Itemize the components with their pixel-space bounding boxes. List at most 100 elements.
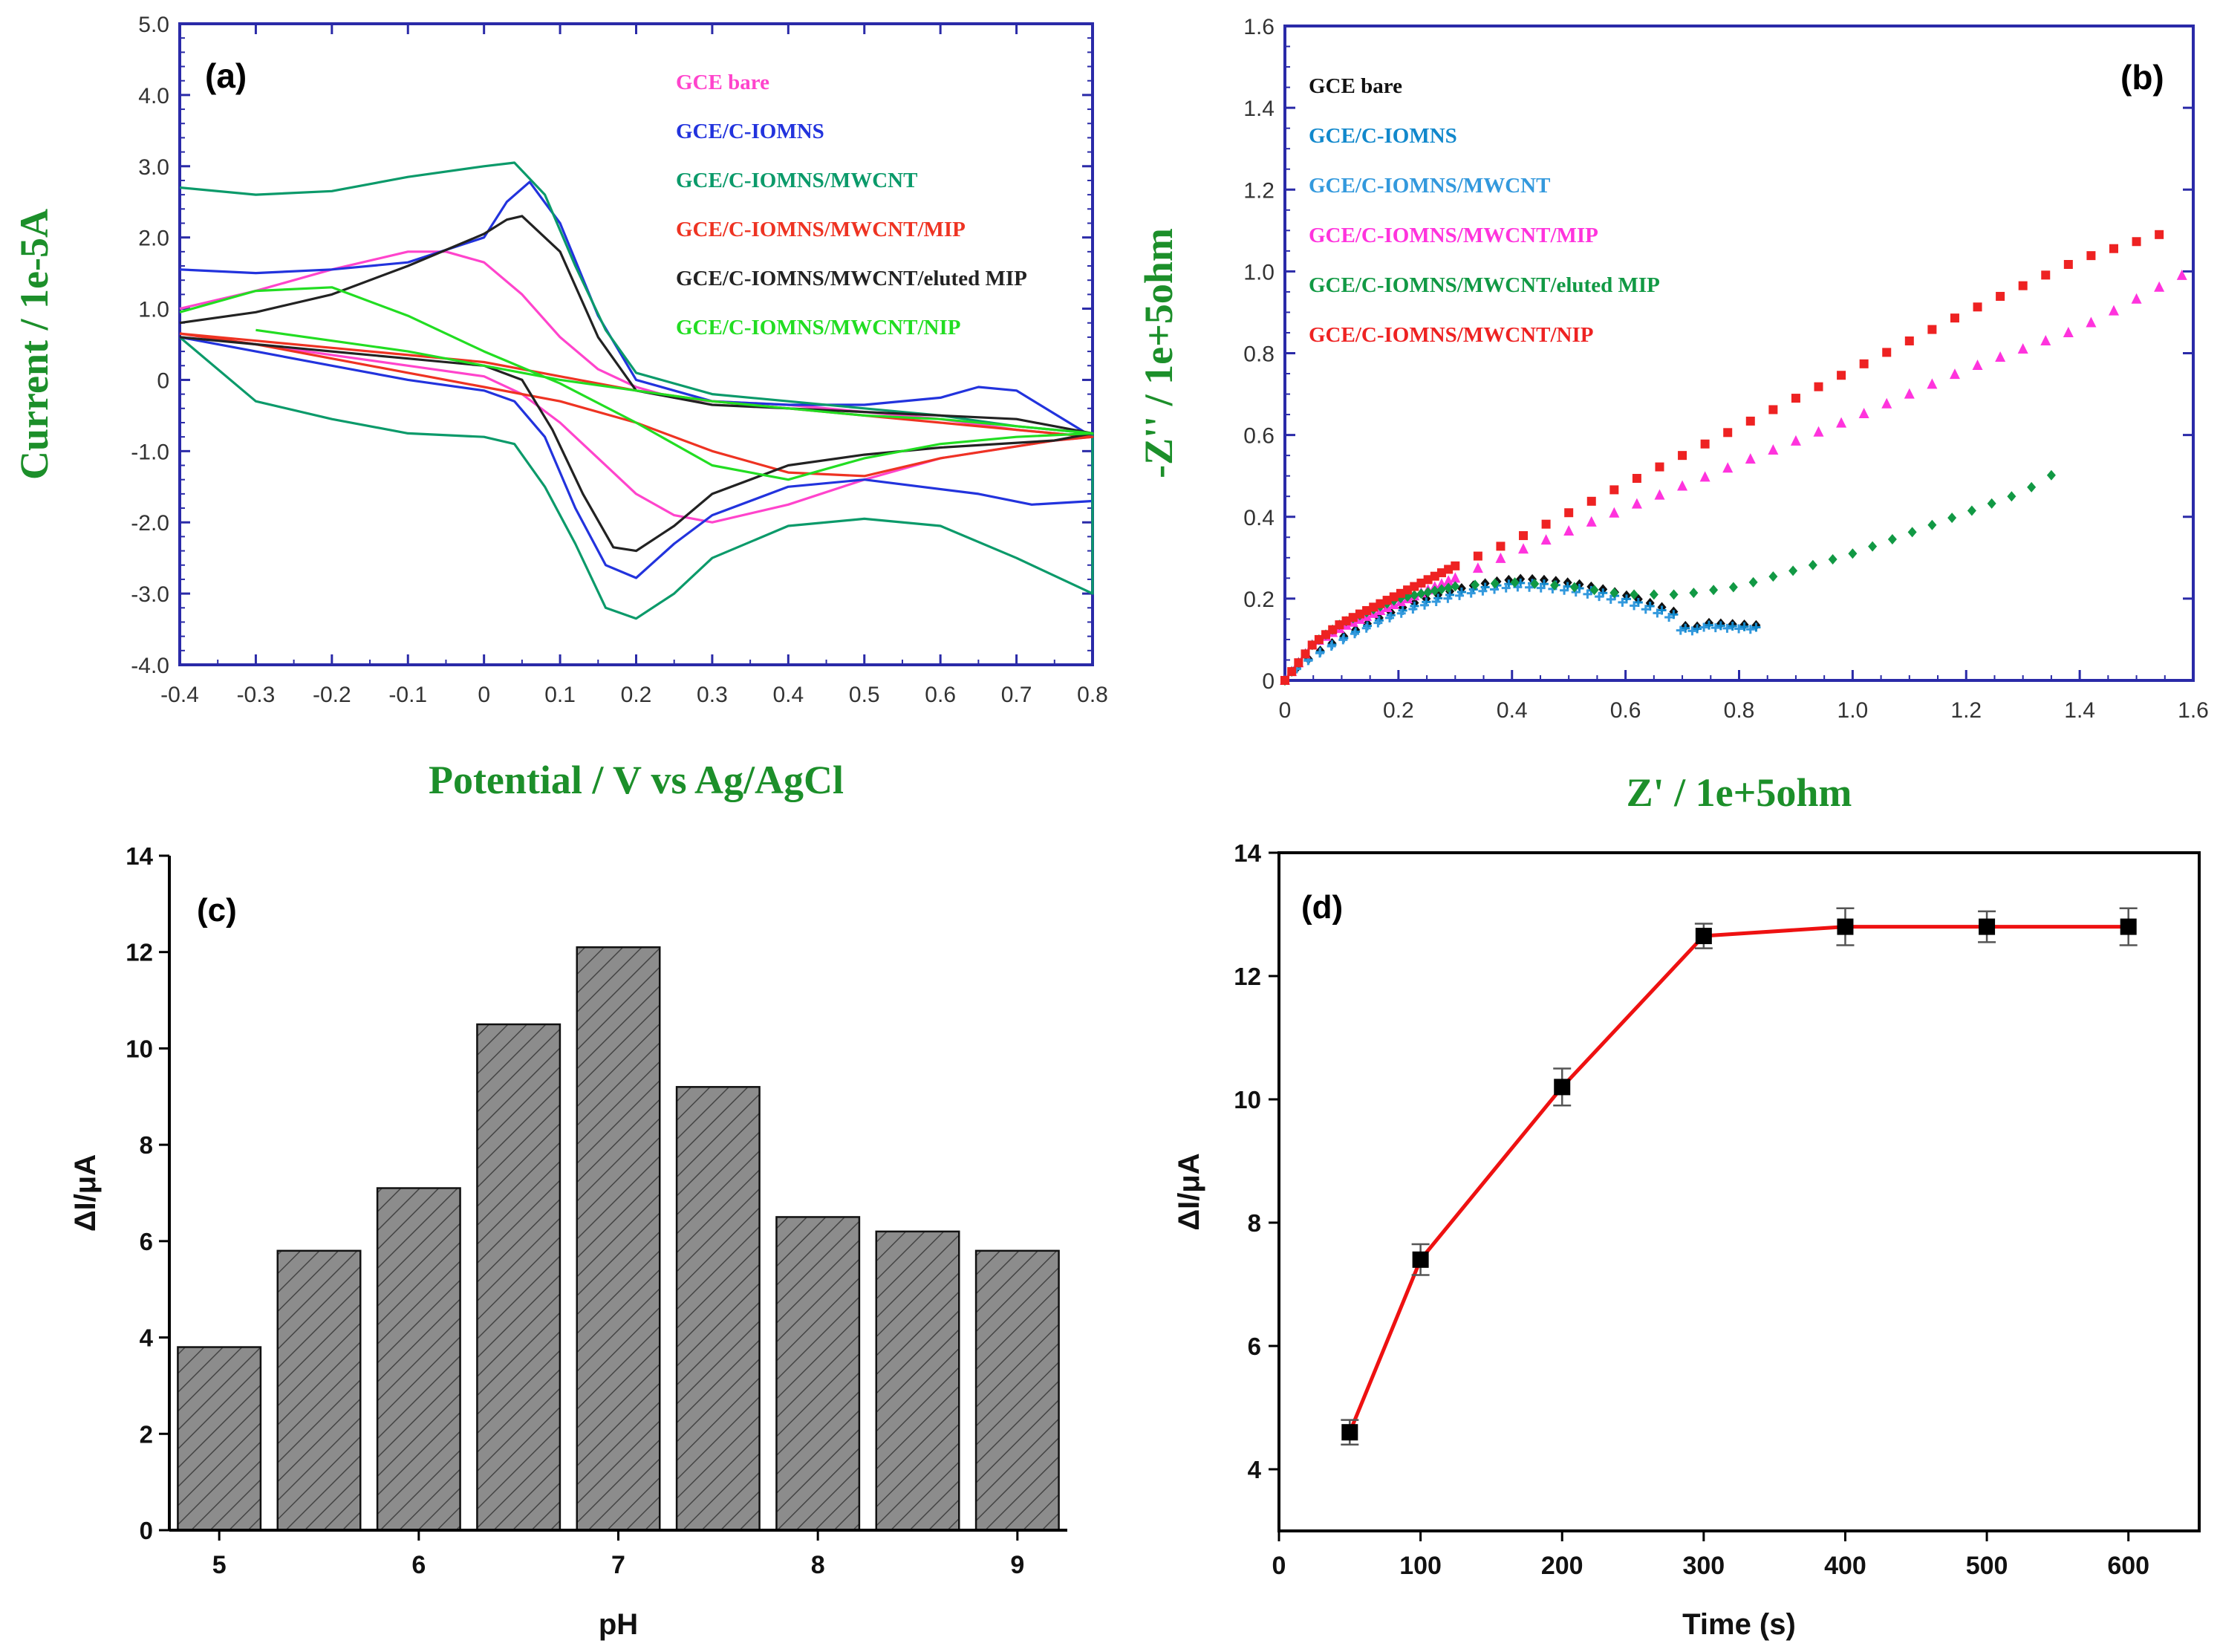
data-point	[1586, 516, 1597, 527]
data-point	[1321, 630, 1331, 640]
data-point	[1328, 625, 1338, 634]
data-point	[1560, 585, 1569, 595]
bar	[276, 1249, 362, 1532]
data-point	[1408, 605, 1418, 614]
data-point	[1768, 443, 1779, 455]
data-point	[1687, 626, 1697, 636]
data-point	[1657, 605, 1667, 615]
data-point	[1410, 590, 1419, 601]
cv-curve-3	[179, 332, 1094, 478]
data-point	[2155, 230, 2164, 239]
data-point	[1530, 579, 1540, 590]
legend-entry: GCE/C-IOMNS	[676, 120, 824, 143]
data-point	[1348, 613, 1358, 622]
data-point	[2086, 316, 2097, 328]
data-point	[1416, 588, 1426, 599]
data-point	[1403, 585, 1413, 595]
data-point	[1728, 582, 1738, 593]
data-point	[1430, 585, 1439, 596]
y-tick-label: 10	[1234, 1086, 1261, 1113]
data-point	[1525, 582, 1534, 592]
panel-label: (b)	[2120, 58, 2164, 97]
data-point	[1350, 629, 1360, 639]
data-point	[1704, 620, 1713, 630]
panel-c: 0 2 4 6 8 10 12 14 5 6 7 8 9 pH ΔI/μA (c)	[69, 842, 1067, 1641]
x-tick-label: 400	[1824, 1552, 1866, 1580]
plot-frame	[178, 22, 1094, 666]
data-point	[1669, 610, 1679, 620]
legend-entry: GCE/C-IOMNS/MWCNT/NIP	[1309, 323, 1593, 347]
data-point	[1606, 594, 1615, 604]
data-point	[1887, 534, 1897, 545]
data-point	[1595, 592, 1604, 602]
data-point	[1586, 496, 1596, 506]
x-tick-label: 5	[212, 1551, 227, 1579]
data-point	[1444, 565, 1454, 574]
panel-label: (d)	[1301, 889, 1343, 926]
legend-entry: GCE bare	[1309, 74, 1402, 98]
data-point	[1444, 582, 1454, 594]
bar	[376, 1187, 461, 1532]
data-point	[1700, 439, 1710, 449]
data-point	[1618, 597, 1627, 607]
data-point	[1814, 382, 1823, 391]
data-point	[1376, 599, 1385, 608]
y-axis-label: ΔI/μA	[69, 1154, 102, 1232]
data-point	[1496, 542, 1506, 551]
data-point	[1490, 578, 1500, 589]
legend-entry: GCE/C-IOMNS/MWCNT	[676, 169, 917, 192]
data-point	[1882, 348, 1892, 357]
x-tick-label: -0.3	[237, 683, 276, 707]
data-point	[1301, 649, 1310, 659]
legend-entry: GCE bare	[676, 71, 769, 94]
legend-entry: GCE/C-IOMNS/MWCNT/eluted MIP	[676, 267, 1027, 290]
data-point	[1450, 572, 1461, 583]
data-point	[1669, 589, 1679, 600]
data-point	[1728, 622, 1737, 631]
y-tick-label: 6	[140, 1228, 153, 1255]
data-point	[1745, 625, 1755, 634]
x-tick-label: 7	[611, 1551, 625, 1579]
data-point	[1973, 302, 1982, 312]
data-point	[1466, 588, 1476, 598]
x-tick-label: 0.8	[1077, 683, 1108, 707]
y-tick-label: -1.0	[131, 440, 169, 464]
data-point	[1722, 462, 1734, 473]
x-tick-label: 300	[1682, 1552, 1725, 1580]
data-point	[1632, 473, 1641, 483]
data-point	[1947, 513, 1957, 524]
data-point	[1382, 596, 1392, 605]
data-point	[1519, 531, 1529, 541]
data-point	[1451, 581, 1460, 592]
x-tick-label: 1.4	[2064, 698, 2095, 723]
data-point	[1314, 634, 1324, 644]
data-point	[1995, 351, 2006, 362]
y-axis-label: -Z'' / 1e+5ohm	[1136, 228, 1181, 478]
data-point	[1904, 336, 1914, 345]
data-point	[1655, 462, 1664, 472]
data-point	[1649, 589, 1659, 600]
x-tick-label: 100	[1399, 1552, 1442, 1580]
data-point	[1828, 554, 1837, 565]
data-point	[1927, 378, 1938, 389]
data-point	[1564, 508, 1574, 518]
data-point	[1751, 622, 1761, 632]
x-tick-label: 0.6	[925, 683, 956, 707]
x-tick-label: 0.4	[772, 683, 804, 707]
data-point	[1907, 527, 1917, 538]
panel-d: 4 6 8 10 12 14 0 100 200 300 400 500 600 Time (s) ΔI/μ…	[1173, 839, 2201, 1641]
y-axis-label: ΔI/μA	[1173, 1153, 1205, 1230]
data-point	[1369, 602, 1378, 612]
data-point	[1745, 416, 1755, 426]
x-tick-label: 0.7	[1001, 683, 1032, 707]
data-point	[1927, 325, 1937, 334]
x-tick-label: -0.4	[160, 683, 199, 707]
cv-curve-5	[179, 286, 1094, 481]
data-point	[2018, 281, 2028, 290]
data-point	[1609, 485, 1619, 495]
legend-entry: GCE/C-IOMNS/MWCNT/eluted MIP	[1309, 273, 1660, 297]
data-point	[1501, 583, 1511, 593]
data-point	[1837, 918, 1854, 935]
data-point	[1681, 623, 1690, 633]
data-point	[1791, 394, 1800, 403]
